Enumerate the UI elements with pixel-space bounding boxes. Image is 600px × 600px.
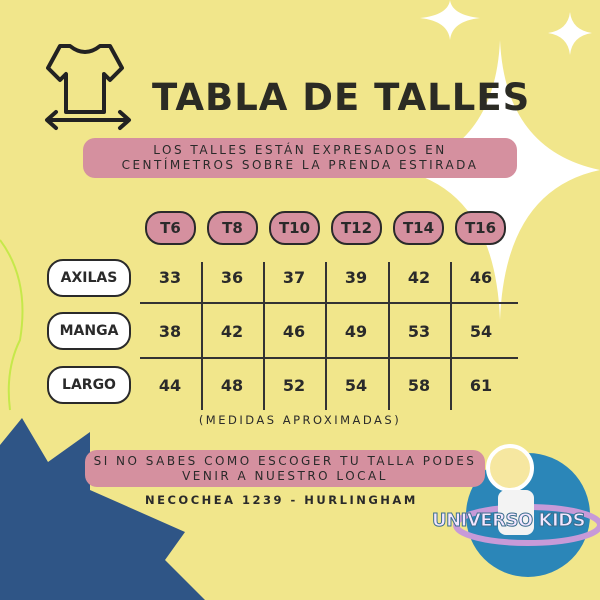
grid-line — [140, 357, 518, 359]
size-header: T14 — [393, 211, 444, 245]
sparkle-icon — [420, 0, 480, 40]
cell: 52 — [282, 376, 306, 395]
grid-line — [388, 262, 390, 410]
size-header: T8 — [207, 211, 258, 245]
cell: 46 — [469, 268, 493, 287]
cell: 48 — [220, 376, 244, 395]
size-header: T6 — [145, 211, 196, 245]
brand-logo-text: UNIVERSO KIDS — [431, 510, 586, 532]
cell: 61 — [469, 376, 493, 395]
blue-burst-shape — [0, 418, 205, 600]
cell: 58 — [407, 376, 431, 395]
cell: 54 — [344, 376, 368, 395]
cell: 42 — [407, 268, 431, 287]
cell: 53 — [407, 322, 431, 341]
cta-line-2: VENIR A NUESTRO LOCAL — [182, 468, 388, 483]
t-shirt-measure-icon — [45, 44, 131, 130]
cell: 54 — [469, 322, 493, 341]
size-header: T16 — [455, 211, 506, 245]
sparkle-icon — [548, 12, 592, 55]
cta-banner: SI NO SABES COMO ESCOGER TU TALLA PODES … — [85, 450, 485, 487]
cell: 38 — [158, 322, 182, 341]
cell: 49 — [344, 322, 368, 341]
grid-line — [201, 262, 203, 410]
grid-line — [263, 262, 265, 410]
row-label: AXILAS — [47, 259, 131, 297]
grid-line — [450, 262, 452, 410]
disclaimer: (MEDIDAS APROXIMADAS) — [198, 413, 402, 427]
row-label: LARGO — [47, 366, 131, 404]
cell: 36 — [220, 268, 244, 287]
page-title: TABLA DE TALLES — [152, 76, 531, 119]
cta-line-1: SI NO SABES COMO ESCOGER TU TALLA PODES — [93, 453, 477, 468]
astronaut-logo — [453, 444, 600, 577]
grid-line — [140, 302, 518, 304]
grid-line — [325, 262, 327, 410]
size-header: T10 — [269, 211, 320, 245]
info-line-2: CENTÍMETROS SOBRE LA PRENDA ESTIRADA — [121, 158, 479, 172]
row-label: MANGA — [47, 312, 131, 350]
green-doodle — [0, 239, 24, 411]
cell: 37 — [282, 268, 306, 287]
store-address: NECOCHEA 1239 - HURLINGHAM — [145, 493, 418, 507]
cell: 44 — [158, 376, 182, 395]
size-header: T12 — [331, 211, 382, 245]
info-line-1: LOS TALLES ESTÁN EXPRESADOS EN — [153, 143, 447, 157]
sparkle-icon — [400, 40, 600, 320]
cell: 39 — [344, 268, 368, 287]
info-banner: LOS TALLES ESTÁN EXPRESADOS EN CENTÍMETR… — [83, 138, 517, 178]
cell: 42 — [220, 322, 244, 341]
cell: 46 — [282, 322, 306, 341]
cell: 33 — [158, 268, 182, 287]
